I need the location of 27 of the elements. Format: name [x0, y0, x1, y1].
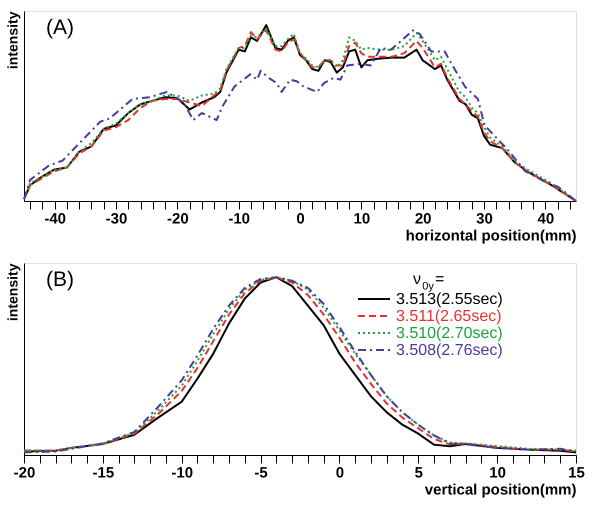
x-tick-label: 40 [537, 210, 554, 228]
x-tick-label: 10 [353, 210, 370, 228]
x-tick-label: -20 [14, 464, 36, 482]
x-tick-label: -10 [228, 210, 250, 228]
x-tick-label: 0 [296, 210, 305, 228]
x-tick-label: -5 [254, 464, 268, 482]
x-tick-label: 5 [414, 464, 423, 482]
x-axis-title: vertical position(mm) [424, 482, 576, 498]
x-axis-title: horizontal position(mm) [406, 228, 576, 244]
legend-label: 3.513(2.55sec) [396, 291, 503, 308]
y-axis-title: intensity [4, 263, 20, 322]
annotation: (B) [46, 268, 74, 291]
y-axis-title: intensity [4, 11, 20, 70]
x-tick-label: 30 [476, 210, 493, 228]
legend-label: 3.511(2.65sec) [396, 308, 502, 325]
x-tick-label: 20 [414, 210, 432, 228]
legend-label: 3.510(2.70sec) [396, 325, 503, 342]
x-tick-label: -20 [166, 210, 189, 228]
legend-label: 3.508(2.76sec) [396, 342, 503, 359]
x-tick-label: -40 [44, 210, 66, 228]
x-tick-label: -15 [92, 464, 114, 482]
x-tick-label: -30 [106, 210, 128, 228]
x-tick-label: 15 [568, 464, 585, 482]
x-tick-label: 0 [336, 464, 344, 482]
x-tick-label: 10 [489, 464, 506, 482]
annotation: (A) [46, 16, 74, 39]
x-tick-label: -10 [171, 464, 194, 482]
